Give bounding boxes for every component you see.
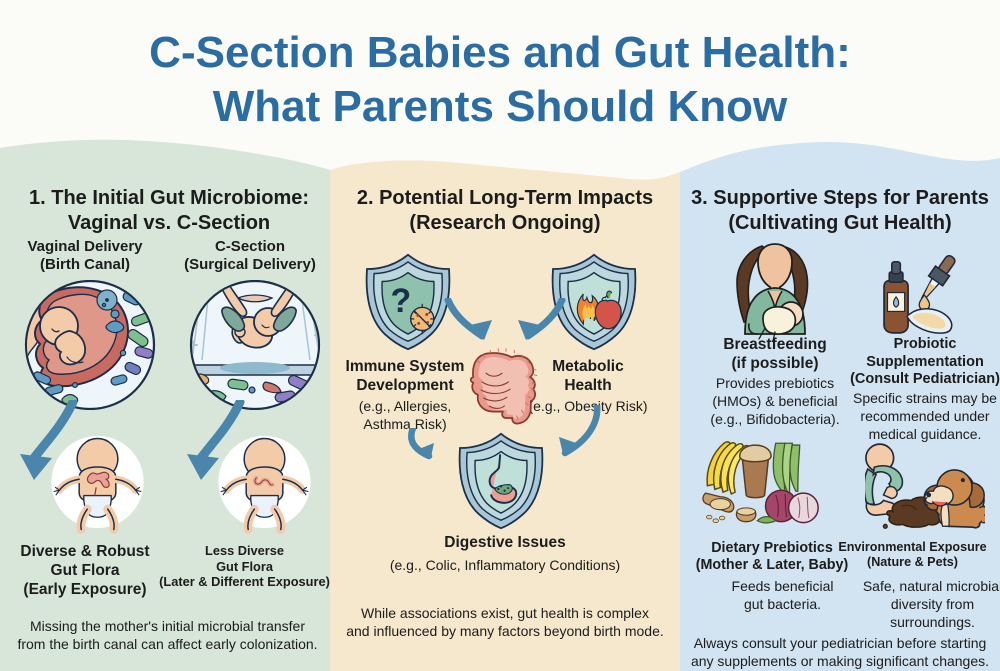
svg-text:?: ? (391, 282, 412, 320)
